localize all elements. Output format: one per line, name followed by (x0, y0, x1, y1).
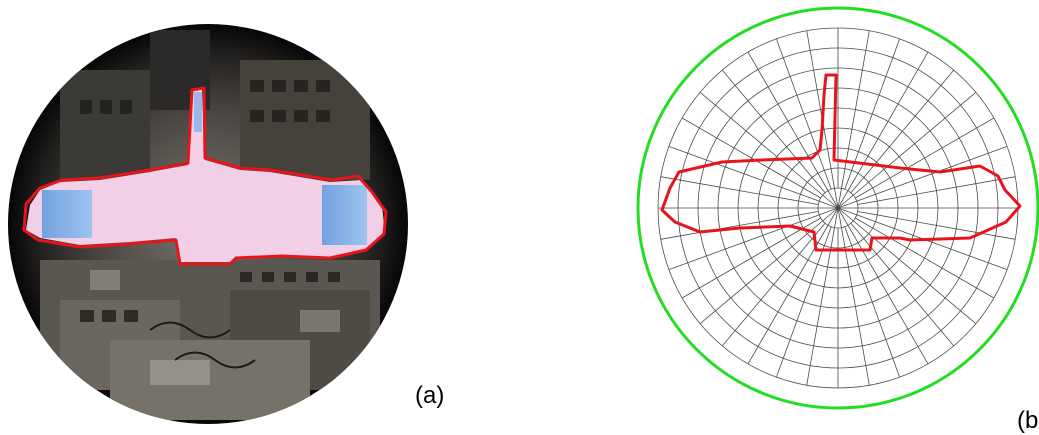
grid-spoke (668, 146, 839, 209)
grid-spoke (837, 207, 870, 386)
fisheye-photo-panel (0, 0, 480, 430)
building-facades (40, 30, 380, 420)
sky-blue-left (42, 190, 92, 238)
grid-spoke (721, 223, 826, 347)
sky-region (26, 90, 385, 262)
grid-spoke (699, 207, 839, 325)
grid-spoke (857, 176, 1016, 205)
sky-fill (26, 90, 385, 262)
grid-spoke (837, 146, 1008, 209)
grid-spoke (747, 51, 839, 209)
panel-label-b: (b (1017, 407, 1039, 434)
grid-spoke (844, 226, 900, 378)
grid-spoke (837, 91, 977, 209)
sky-blue-right (322, 185, 367, 245)
grid-spoke (721, 69, 826, 193)
sky-outline-projected (660, 73, 1022, 252)
polar-grid (636, 6, 1039, 410)
grid-spoke (837, 30, 870, 209)
panel-label-a: (a) (415, 382, 445, 409)
polar-grid-panel (600, 0, 1039, 430)
sky-blue-strip (194, 92, 202, 132)
grid-spoke (681, 217, 821, 299)
grid-spoke (837, 51, 929, 209)
grid-spoke (681, 117, 821, 199)
grid-spoke (747, 207, 839, 365)
grid-spoke (844, 38, 900, 190)
grid-spoke (660, 211, 819, 240)
grid-spoke (776, 38, 832, 190)
grid-spokes (658, 28, 1018, 388)
grid-spoke (855, 117, 995, 199)
grid-spoke (660, 176, 819, 205)
horizon-circle (636, 6, 1039, 410)
grid-spoke (699, 91, 839, 209)
grid-spoke (850, 69, 955, 193)
sky-outline (22, 86, 388, 266)
grid-spoke (855, 217, 995, 299)
fisheye-photo (8, 24, 408, 424)
grid-spoke (806, 207, 839, 386)
grid-spoke (850, 223, 955, 347)
grid-spoke (857, 211, 1016, 240)
grid-spoke (837, 207, 977, 325)
grid-spoke (776, 226, 832, 378)
grid-spoke (668, 207, 839, 270)
grid-spoke (837, 207, 929, 365)
